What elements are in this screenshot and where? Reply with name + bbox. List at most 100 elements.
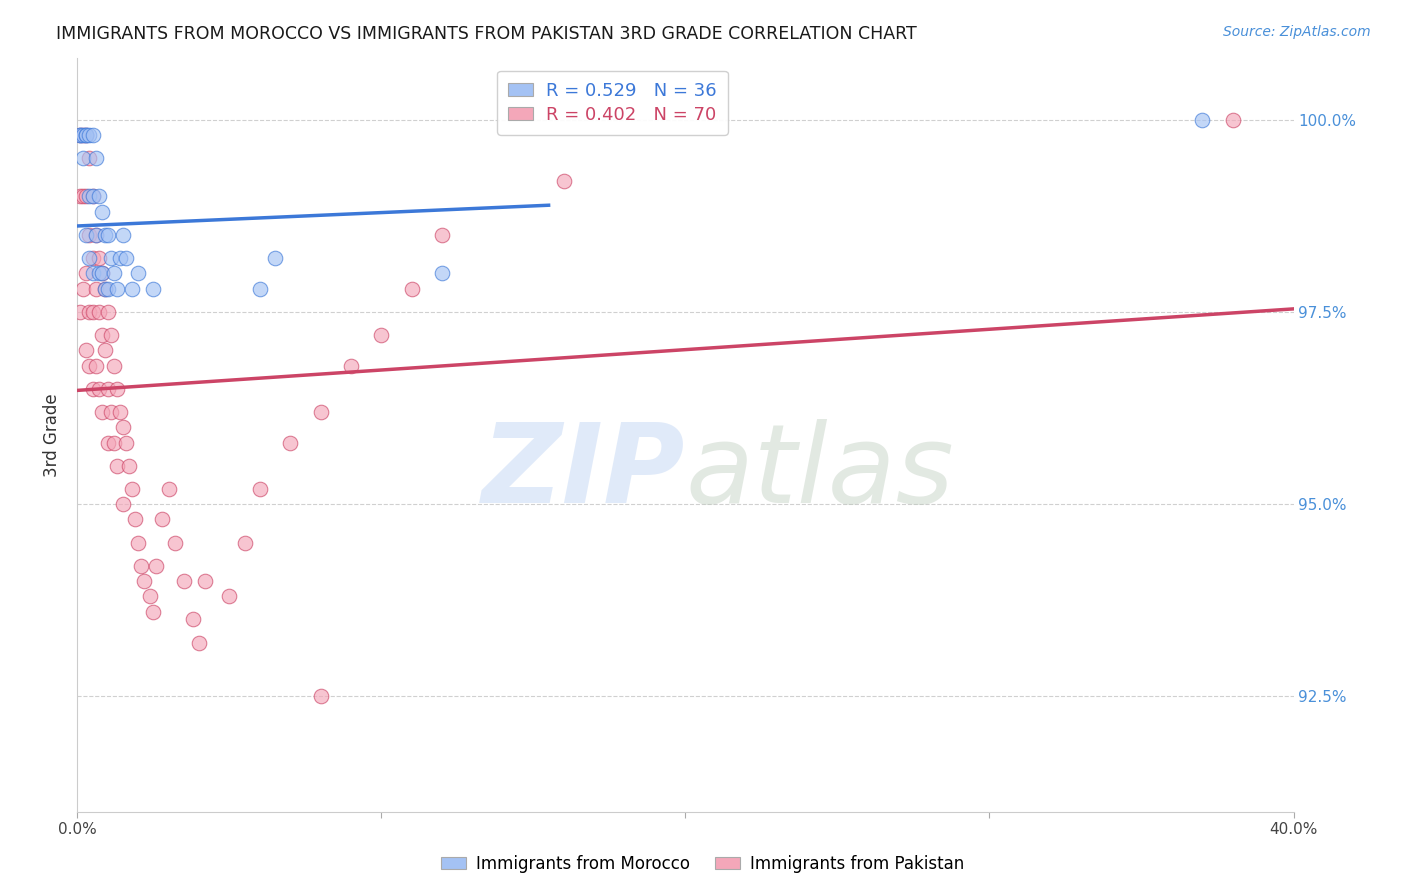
- Point: [84, 282, 107, 296]
- Point: [72, 151, 94, 165]
- Point: [145, 558, 167, 573]
- Point: [100, 251, 122, 265]
- Point: [82, 382, 104, 396]
- Point: [87, 266, 110, 280]
- Point: [97, 282, 120, 296]
- Text: atlas: atlas: [686, 419, 955, 526]
- Point: [79, 251, 101, 265]
- Point: [127, 266, 149, 280]
- Legend: R = 0.529   N = 36, R = 0.402   N = 70: R = 0.529 N = 36, R = 0.402 N = 70: [498, 70, 727, 135]
- Point: [181, 612, 204, 626]
- Point: [79, 305, 101, 319]
- Point: [75, 227, 97, 242]
- Point: [87, 305, 110, 319]
- Point: [82, 251, 104, 265]
- Point: [69, 305, 91, 319]
- Point: [82, 189, 104, 203]
- Point: [134, 574, 156, 588]
- Point: [278, 435, 301, 450]
- Point: [82, 305, 104, 319]
- Point: [103, 266, 125, 280]
- Point: [139, 590, 162, 604]
- Point: [93, 343, 115, 358]
- Point: [115, 435, 138, 450]
- Point: [87, 189, 110, 203]
- Point: [218, 590, 240, 604]
- Point: [309, 405, 332, 419]
- Point: [79, 151, 101, 165]
- Point: [370, 327, 392, 342]
- Point: [93, 227, 115, 242]
- Point: [79, 189, 101, 203]
- Point: [111, 420, 134, 434]
- Point: [111, 497, 134, 511]
- Point: [105, 458, 128, 473]
- Point: [87, 382, 110, 396]
- Point: [72, 128, 94, 142]
- Point: [72, 282, 94, 296]
- Point: [97, 382, 120, 396]
- Point: [93, 282, 115, 296]
- Point: [75, 128, 97, 142]
- Point: [309, 690, 332, 704]
- Point: [100, 327, 122, 342]
- Point: [118, 458, 141, 473]
- Point: [553, 174, 575, 188]
- Point: [173, 574, 195, 588]
- Point: [84, 227, 107, 242]
- Point: [152, 512, 174, 526]
- Point: [108, 251, 131, 265]
- Point: [75, 128, 97, 142]
- Text: Source: ZipAtlas.com: Source: ZipAtlas.com: [1223, 25, 1371, 39]
- Point: [84, 359, 107, 373]
- Text: IMMIGRANTS FROM MOROCCO VS IMMIGRANTS FROM PAKISTAN 3RD GRADE CORRELATION CHART: IMMIGRANTS FROM MOROCCO VS IMMIGRANTS FR…: [56, 25, 917, 43]
- Point: [103, 435, 125, 450]
- Point: [233, 535, 256, 549]
- Point: [69, 128, 91, 142]
- Point: [432, 227, 454, 242]
- Point: [108, 405, 131, 419]
- Point: [72, 189, 94, 203]
- Point: [84, 151, 107, 165]
- Point: [82, 266, 104, 280]
- Point: [121, 482, 143, 496]
- Point: [69, 128, 91, 142]
- Point: [90, 327, 112, 342]
- Point: [157, 482, 180, 496]
- Y-axis label: 3rd Grade: 3rd Grade: [44, 393, 62, 476]
- Point: [79, 359, 101, 373]
- Point: [90, 405, 112, 419]
- Point: [69, 189, 91, 203]
- Point: [105, 282, 128, 296]
- Point: [79, 227, 101, 242]
- Point: [1222, 112, 1244, 127]
- Point: [90, 266, 112, 280]
- Point: [75, 266, 97, 280]
- Point: [115, 251, 138, 265]
- Point: [142, 282, 165, 296]
- Point: [93, 282, 115, 296]
- Point: [82, 128, 104, 142]
- Point: [105, 382, 128, 396]
- Point: [129, 558, 152, 573]
- Point: [111, 227, 134, 242]
- Point: [69, 128, 91, 142]
- Point: [72, 128, 94, 142]
- Point: [264, 251, 287, 265]
- Point: [249, 482, 271, 496]
- Point: [82, 189, 104, 203]
- Point: [103, 359, 125, 373]
- Point: [87, 251, 110, 265]
- Point: [249, 282, 271, 296]
- Point: [163, 535, 186, 549]
- Point: [84, 227, 107, 242]
- Point: [124, 512, 146, 526]
- Point: [97, 435, 120, 450]
- Text: ZIP: ZIP: [482, 419, 686, 526]
- Point: [97, 305, 120, 319]
- Point: [75, 343, 97, 358]
- Point: [121, 282, 143, 296]
- Point: [97, 227, 120, 242]
- Point: [75, 128, 97, 142]
- Point: [1191, 112, 1213, 127]
